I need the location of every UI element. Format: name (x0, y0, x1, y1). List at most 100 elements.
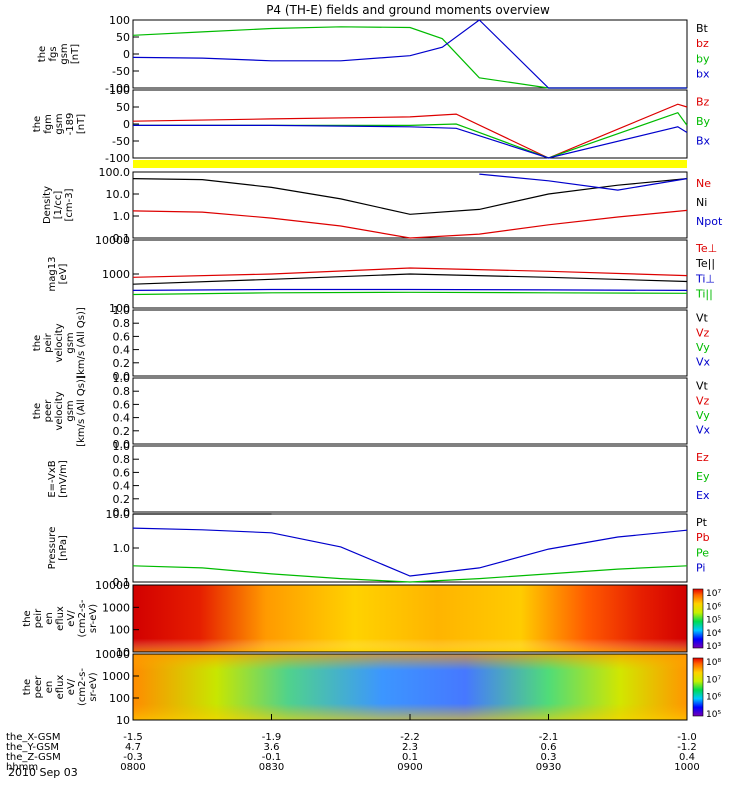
panel-frame (132, 19, 688, 89)
axis-row-value: 0800 (120, 762, 145, 773)
axis-row-value: -2.2 (400, 732, 420, 743)
spectrogram-shade (133, 585, 687, 652)
legend-entry: by (696, 52, 710, 65)
y-axis-label-line: eflux (55, 675, 66, 700)
legend-entry: Vz (696, 326, 710, 339)
y-axis-label-line: mag13 (47, 257, 58, 292)
legend-entry: Vt (696, 380, 709, 393)
legend-entry: Vt (696, 312, 709, 325)
y-axis-label: thefgmgsm-189[nT] (32, 113, 87, 136)
y-tick-label: 0.2 (113, 357, 131, 370)
colorbar-label: 10⁷ (706, 589, 721, 599)
y-axis-label-line: [cm-3] (64, 188, 75, 221)
legend-entry: Pi (696, 561, 705, 574)
y-tick-label: 10.0 (106, 188, 131, 201)
legend-entry: Ez (696, 451, 709, 464)
y-axis-label-line: -189 (65, 113, 76, 136)
colorbar-label: 10⁷ (706, 675, 721, 685)
y-tick-label: 100 (109, 302, 130, 315)
legend-entry: Te⊥ (695, 242, 717, 255)
y-tick-label: 1.0 (113, 304, 131, 317)
axis-row-value: 0900 (397, 762, 422, 773)
y-tick-label: -100 (105, 152, 130, 165)
y-tick-label: 0.1 (113, 576, 131, 589)
legend-entry: bx (696, 67, 710, 80)
panel-8: 10.0 1.0 0.1 Pressure[nPa] Pt Pb Pe Pi (47, 508, 710, 589)
y-axis-label-line: gsm (65, 400, 76, 421)
legend-entry: Ni (696, 196, 707, 209)
y-tick-label: 50 (116, 31, 130, 44)
legend-entry: Bx (696, 134, 711, 147)
legend-entry: Npot (696, 215, 723, 228)
date-label: 2010 Sep 03 (8, 766, 78, 779)
panel-frames: 100500-50-100thefgsgsm[nT]Btbzbybx100500… (22, 14, 723, 727)
legend-entry: Te|| (695, 257, 715, 270)
colorbar-label: 10⁶ (706, 602, 721, 612)
quality-flag-bar (133, 160, 687, 168)
y-axis-label-line: [nPa] (58, 535, 69, 561)
y-tick-label: 0.4 (113, 412, 131, 425)
legend-entry: Ti⊥ (695, 272, 715, 285)
colorbar (692, 657, 704, 717)
panel-2: 100 50 0 -50 -100 thefgmgsm-189[nT] Bz By Bx (32, 84, 711, 165)
series-Pe-line (132, 565, 688, 583)
y-axis-label-line: gsm (54, 113, 65, 134)
legend-entry: Vx (696, 424, 711, 437)
colorbar-label: 10⁸ (706, 658, 721, 668)
axis-row-value: -1.0 (677, 732, 697, 743)
y-tick-label: 1000 (102, 268, 130, 281)
legend-entry: Ex (696, 489, 710, 502)
series-Bz-line (132, 103, 688, 159)
axis-row-value: -2.1 (539, 732, 559, 743)
time-axis: the_X-GSM -1.5 -1.9 -2.2 -2.1 -1.0 the_Y-GSM 4.… (6, 714, 700, 773)
panel-1: 100 50 0 -50 -100 thefgsgsm[nT] Bt bz by bx (37, 14, 710, 95)
axis-row-label: the_X-GSM (6, 732, 60, 743)
panel-frame (132, 584, 688, 653)
y-axis-label-line: the (22, 679, 33, 695)
axis-row-value: 0.4 (679, 752, 695, 763)
y-axis-label-line: fgm (43, 114, 54, 134)
axis-row-value: 0.1 (402, 752, 418, 763)
series-Ne-line (132, 209, 688, 239)
y-axis-label-line: the (32, 403, 43, 419)
y-tick-label: -100 (105, 82, 130, 95)
colorbar-label: 10⁵ (706, 710, 721, 720)
series-Ti⊥-line (132, 288, 688, 291)
y-tick-label: 100 (109, 14, 130, 27)
y-tick-label: 0.4 (113, 480, 131, 493)
y-axis-label-line: (cm2-s- (77, 668, 88, 706)
axis-row-value: -1.5 (123, 732, 143, 743)
y-tick-label: 10000 (95, 648, 130, 661)
y-axis-label: thepeerenefluxeV/(cm2-s-sr-eV) (22, 668, 99, 706)
y-axis-label-line: peer (33, 675, 44, 699)
series-Bx-line (133, 124, 688, 159)
axis-row-value: -0.1 (262, 752, 282, 763)
y-tick-label: 1.0 (113, 210, 131, 223)
y-axis-label-line: peir (43, 332, 54, 352)
y-tick-label: 0.8 (113, 317, 131, 330)
axis-row-value: 1000 (674, 762, 699, 773)
y-axis-label-line: gsm (65, 332, 76, 353)
y-tick-label: 0 (123, 118, 130, 131)
colorbar (692, 588, 704, 649)
y-axis-label-line: [nT] (76, 114, 87, 134)
y-axis-label: E=-VxB[mV/m] (47, 460, 69, 498)
y-axis-label-line: sr-eV) (88, 672, 99, 701)
panel-frame (132, 445, 688, 513)
y-axis-label-line: E=-VxB (47, 460, 58, 497)
legend-entry: Ne (696, 177, 711, 190)
y-tick-label: 0 (123, 48, 130, 61)
y-tick-label: 10000 (95, 579, 130, 592)
y-tick-label: 10 (116, 714, 130, 727)
y-tick-label: 100 (109, 624, 130, 637)
y-axis-label-line: eflux (55, 606, 66, 631)
y-axis-label-line: [1/cc] (53, 191, 64, 220)
y-tick-label: -50 (112, 135, 130, 148)
y-tick-label: 0.2 (113, 425, 131, 438)
y-axis-label: thepeirvelocitygsm[km/s (All Qs)] (32, 307, 87, 379)
axis-row-value: 3.6 (264, 742, 280, 753)
series-Pi-line (132, 527, 688, 577)
y-tick-label: 10000 (95, 234, 130, 247)
y-tick-label: 0.0 (113, 438, 131, 451)
